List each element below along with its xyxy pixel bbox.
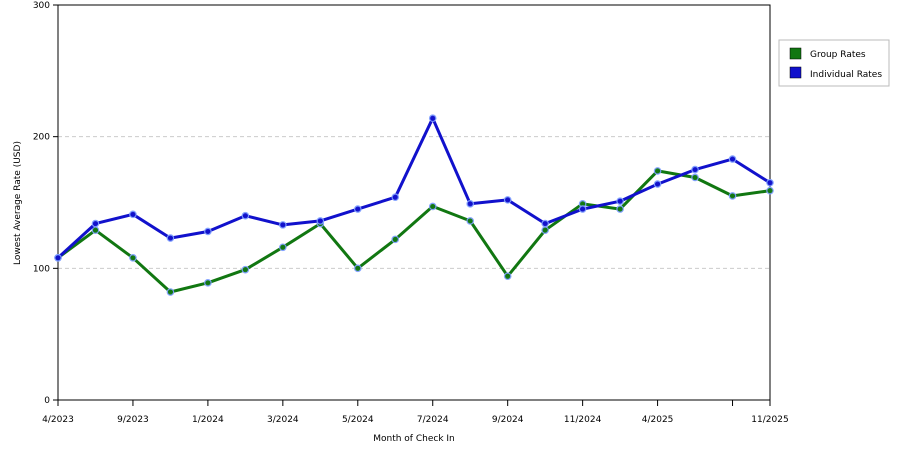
- point-individual-rates-2: [129, 210, 137, 219]
- series-lines: [54, 114, 774, 296]
- point-group-rates-6: [279, 243, 287, 252]
- legend-label-individual-rates: Individual Rates: [810, 70, 882, 80]
- x-tick-label-10: 7/2024: [417, 415, 449, 425]
- x-tick-label-4: 1/2024: [192, 415, 224, 425]
- x-tick-label-16: 4/2025: [642, 415, 674, 425]
- point-group-rates-2: [129, 253, 137, 262]
- x-tick-label-12: 9/2024: [492, 415, 524, 425]
- series-line-individual-rates: [56, 116, 772, 260]
- x-tick-label-6: 3/2024: [267, 415, 299, 425]
- point-individual-rates-8: [353, 205, 362, 213]
- point-individual-rates-15: [616, 197, 624, 205]
- point-individual-rates-11: [466, 200, 475, 208]
- tick-labels: 0 100 200 300 4/2023 9/2023 1/2024 3/2024 5/2024…: [33, 1, 789, 425]
- point-group-rates-9: [391, 235, 400, 244]
- point-group-rates-18: [728, 192, 737, 200]
- point-group-rates-8: [353, 264, 362, 273]
- point-individual-rates-1: [91, 219, 100, 228]
- point-group-rates-12: [503, 272, 512, 281]
- point-individual-rates-14: [578, 205, 587, 213]
- point-group-rates-3: [166, 288, 175, 296]
- y-tick-label-200: 200: [33, 133, 50, 143]
- x-tick-label-8: 5/2024: [342, 415, 374, 425]
- point-group-rates-15: [616, 205, 624, 213]
- x-tick-label-2: 9/2023: [117, 415, 149, 425]
- y-tick-label-100: 100: [33, 264, 50, 274]
- legend-swatch-group-rates: [789, 47, 802, 60]
- x-axis-title: Month of Check In: [373, 434, 455, 444]
- axes: [53, 4, 771, 406]
- point-group-rates-16: [653, 167, 662, 175]
- point-individual-rates-16: [653, 180, 662, 188]
- point-individual-rates-0: [54, 253, 62, 262]
- point-individual-rates-3: [166, 234, 175, 242]
- point-group-rates-13: [541, 226, 549, 234]
- point-individual-rates-7: [316, 217, 325, 225]
- point-individual-rates-19: [766, 178, 774, 187]
- point-individual-rates-5: [241, 211, 250, 220]
- point-group-rates-1: [91, 226, 100, 234]
- point-individual-rates-6: [279, 221, 287, 229]
- legend-box: [778, 39, 890, 87]
- point-group-rates-19: [766, 186, 774, 195]
- y-axis-title: Lowest Average Rate (USD): [13, 141, 23, 265]
- x-tick-label-14: 11/2024: [564, 415, 602, 425]
- point-group-rates-10: [428, 202, 437, 211]
- point-individual-rates-9: [391, 193, 400, 202]
- x-tick-label-19: 11/2025: [751, 415, 788, 425]
- point-individual-rates-17: [691, 165, 699, 174]
- point-individual-rates-12: [503, 196, 512, 204]
- y-tick-label-300: 300: [33, 1, 50, 11]
- point-individual-rates-18: [728, 155, 737, 163]
- point-group-rates-5: [241, 265, 250, 274]
- legend-label-group-rates: Group Rates: [810, 50, 866, 60]
- point-group-rates-4: [204, 279, 212, 287]
- legend: Group Rates Individual Rates: [778, 39, 890, 87]
- point-individual-rates-10: [428, 114, 437, 123]
- x-tick-label-0: 4/2023: [42, 415, 74, 425]
- point-group-rates-17: [691, 173, 699, 182]
- series-line-group-rates: [56, 169, 772, 294]
- legend-swatch-individual-rates: [789, 66, 802, 79]
- y-tick-label-0: 0: [44, 396, 50, 406]
- point-individual-rates-13: [541, 219, 549, 228]
- point-individual-rates-4: [204, 227, 212, 236]
- point-group-rates-11: [466, 217, 475, 225]
- plot-frame: [57, 4, 771, 401]
